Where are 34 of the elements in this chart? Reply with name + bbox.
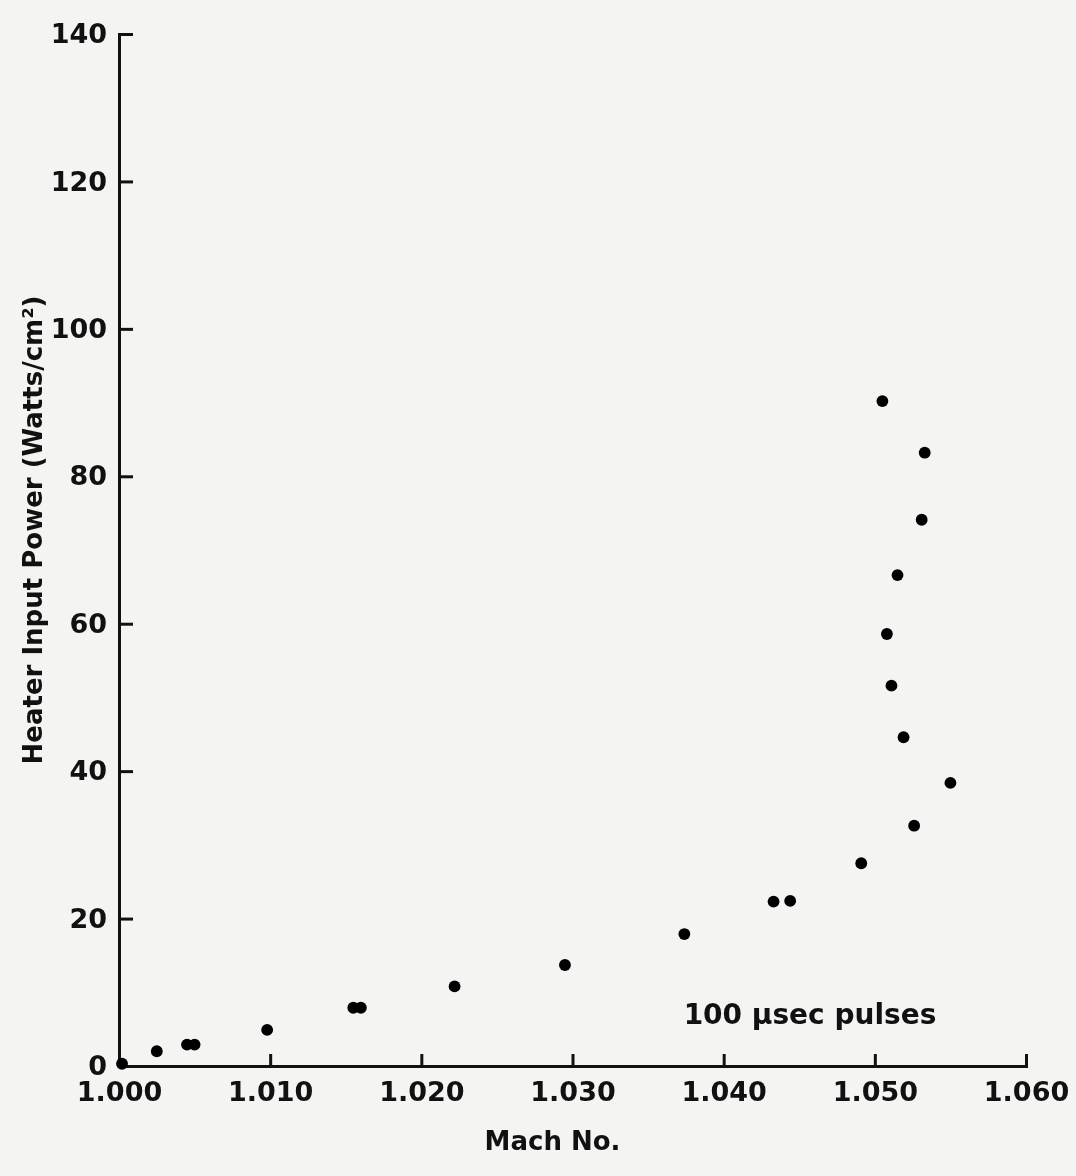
point bbox=[897, 731, 910, 744]
point bbox=[559, 959, 571, 971]
x-tick-label: 1.030 bbox=[530, 1076, 616, 1108]
point bbox=[908, 819, 921, 832]
annotation: 100 μsec pulses bbox=[683, 998, 937, 1031]
x-axis-title: Mach No. bbox=[484, 1126, 621, 1156]
point bbox=[448, 980, 461, 993]
y-tick-label: 60 bbox=[69, 607, 107, 639]
point bbox=[150, 1045, 163, 1058]
x-tick-label: 1.050 bbox=[832, 1076, 919, 1108]
y-tick-label: 140 bbox=[50, 18, 107, 50]
point bbox=[881, 628, 893, 640]
point bbox=[678, 928, 691, 940]
y-tick-label: 20 bbox=[69, 902, 107, 934]
y-tick-label: 100 bbox=[50, 313, 107, 344]
x-tick-label: 1.020 bbox=[379, 1076, 465, 1108]
point bbox=[876, 395, 889, 407]
point bbox=[261, 1023, 274, 1036]
x-tick-label: 1.040 bbox=[681, 1076, 767, 1108]
point bbox=[891, 569, 904, 581]
point bbox=[116, 1057, 128, 1070]
point bbox=[767, 895, 780, 908]
point bbox=[915, 513, 928, 526]
point bbox=[885, 679, 898, 692]
x-tick-label: 1.010 bbox=[227, 1076, 314, 1108]
point bbox=[855, 857, 868, 870]
y-tick-label: 40 bbox=[69, 755, 107, 787]
point bbox=[918, 446, 931, 459]
y-axis-title: Heater Input Power (Watts/cm²) bbox=[18, 295, 48, 765]
x-tick-label: 1.060 bbox=[983, 1076, 1070, 1108]
y-tick-label: 80 bbox=[69, 460, 107, 492]
y-tick-label: 120 bbox=[50, 165, 107, 197]
point bbox=[944, 777, 957, 789]
point bbox=[784, 894, 797, 907]
